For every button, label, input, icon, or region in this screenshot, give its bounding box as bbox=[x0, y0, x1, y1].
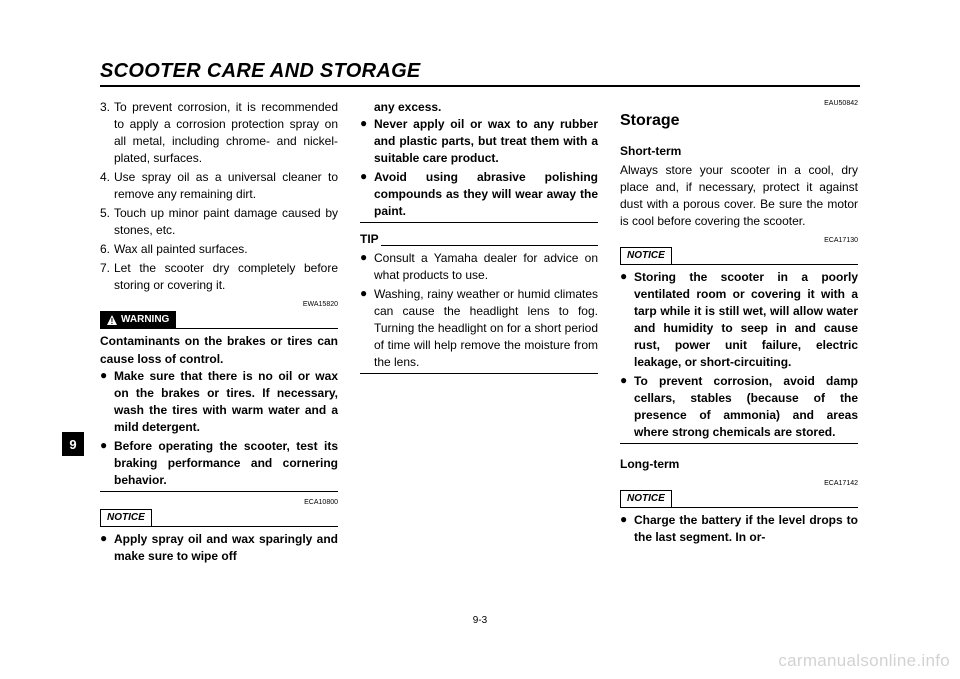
divider bbox=[100, 491, 338, 492]
list-text: Charge the battery if the level drops to… bbox=[634, 512, 858, 546]
ref-code: ECA17142 bbox=[620, 479, 858, 489]
ref-code: ECA17130 bbox=[620, 236, 858, 246]
notice-label-row: NOTICE bbox=[100, 509, 338, 527]
notice-label: NOTICE bbox=[100, 509, 152, 527]
list-item: ●Consult a Yamaha dealer for advice on w… bbox=[360, 250, 598, 284]
svg-text:!: ! bbox=[111, 317, 114, 325]
divider bbox=[360, 222, 598, 223]
notice-label-row: NOTICE bbox=[620, 490, 858, 508]
label-rule bbox=[152, 526, 338, 527]
tip-label-row: TIP bbox=[360, 231, 598, 248]
label-rule bbox=[176, 328, 338, 329]
list-item: ●Storing the scooter in a poorly ventila… bbox=[620, 269, 858, 371]
warning-bullets: ●Make sure that there is no oil or wax o… bbox=[100, 368, 338, 489]
list-text: Apply spray oil and wax sparingly and ma… bbox=[114, 531, 338, 565]
numbered-list: 3.To prevent corrosion, it is recommende… bbox=[100, 99, 338, 294]
list-item: ●Make sure that there is no oil or wax o… bbox=[100, 368, 338, 436]
column-3: EAU50842 Storage Short-term Always store… bbox=[620, 99, 858, 567]
notice-bullets: ●Never apply oil or wax to any rubber an… bbox=[360, 116, 598, 220]
list-text: Make sure that there is no oil or wax on… bbox=[114, 368, 338, 436]
column-1: 3.To prevent corrosion, it is recommende… bbox=[100, 99, 338, 567]
section-tab: 9 bbox=[62, 432, 84, 456]
bullet-icon: ● bbox=[620, 373, 634, 441]
warning-label-text: WARNING bbox=[121, 313, 169, 327]
list-text: Consult a Yamaha dealer for advice on wh… bbox=[374, 250, 598, 284]
list-text: Before operating the scooter, test its b… bbox=[114, 438, 338, 489]
column-2: any excess. ●Never apply oil or wax to a… bbox=[360, 99, 598, 567]
label-rule bbox=[381, 245, 598, 246]
divider bbox=[360, 373, 598, 374]
list-item: ●Avoid using abrasive polishing compound… bbox=[360, 169, 598, 220]
list-text: To prevent corrosion, avoid damp cellars… bbox=[634, 373, 858, 441]
ref-code: EWA15820 bbox=[100, 300, 338, 310]
page-heading: SCOOTER CARE AND STORAGE bbox=[100, 60, 860, 87]
continued-text: any excess. bbox=[360, 99, 598, 116]
bullet-icon: ● bbox=[620, 512, 634, 546]
bullet-icon: ● bbox=[100, 531, 114, 565]
warning-triangle-icon: ! bbox=[107, 315, 117, 325]
notice-bullets: ●Storing the scooter in a poorly ventila… bbox=[620, 269, 858, 441]
label-rule bbox=[672, 264, 858, 265]
list-item: 4.Use spray oil as a universal cleaner t… bbox=[100, 169, 338, 203]
label-rule bbox=[672, 507, 858, 508]
warning-label-row: ! WARNING bbox=[100, 311, 338, 329]
bullet-icon: ● bbox=[360, 250, 374, 284]
list-text: Never apply oil or wax to any rubber and… bbox=[374, 116, 598, 167]
manual-page: 9 SCOOTER CARE AND STORAGE 3.To prevent … bbox=[100, 60, 860, 620]
divider bbox=[620, 443, 858, 444]
list-item: ●Washing, rainy weather or humid climate… bbox=[360, 286, 598, 371]
tip-bullets: ●Consult a Yamaha dealer for advice on w… bbox=[360, 250, 598, 371]
bullet-icon: ● bbox=[100, 368, 114, 436]
list-text: Washing, rainy weather or humid climates… bbox=[374, 286, 598, 371]
list-item: 5.Touch up minor paint damage caused by … bbox=[100, 205, 338, 239]
list-item: 6.Wax all painted surfaces. bbox=[100, 241, 338, 258]
content-columns: 3.To prevent corrosion, it is recommende… bbox=[100, 99, 860, 567]
notice-bullets: ●Apply spray oil and wax sparingly and m… bbox=[100, 531, 338, 565]
list-text: Storing the scooter in a poorly ventilat… bbox=[634, 269, 858, 371]
bullet-icon: ● bbox=[100, 438, 114, 489]
short-term-text: Always store your scooter in a cool, dry… bbox=[620, 162, 858, 230]
warning-label: ! WARNING bbox=[100, 311, 176, 329]
ref-code: EAU50842 bbox=[620, 99, 858, 109]
notice-label: NOTICE bbox=[620, 247, 672, 265]
list-item: ●Charge the battery if the level drops t… bbox=[620, 512, 858, 546]
notice-label-row: NOTICE bbox=[620, 247, 858, 265]
list-text: To prevent corrosion, it is recommended … bbox=[114, 99, 338, 167]
list-item: 3.To prevent corrosion, it is recommende… bbox=[100, 99, 338, 167]
storage-heading: Storage bbox=[620, 110, 858, 133]
list-number: 7. bbox=[100, 260, 114, 294]
list-text: Let the scooter dry completely before st… bbox=[114, 260, 338, 294]
list-text: Touch up minor paint damage caused by st… bbox=[114, 205, 338, 239]
short-term-heading: Short-term bbox=[620, 143, 858, 160]
list-text: Wax all painted surfaces. bbox=[114, 241, 338, 258]
bullet-icon: ● bbox=[360, 116, 374, 167]
list-item: ●Before operating the scooter, test its … bbox=[100, 438, 338, 489]
bullet-icon: ● bbox=[360, 286, 374, 371]
list-item: ●Apply spray oil and wax sparingly and m… bbox=[100, 531, 338, 565]
list-number: 3. bbox=[100, 99, 114, 167]
bullet-icon: ● bbox=[620, 269, 634, 371]
list-item: ●To prevent corrosion, avoid damp cellar… bbox=[620, 373, 858, 441]
notice-label: NOTICE bbox=[620, 490, 672, 508]
long-term-heading: Long-term bbox=[620, 456, 858, 473]
list-text: Use spray oil as a universal cleaner to … bbox=[114, 169, 338, 203]
list-number: 4. bbox=[100, 169, 114, 203]
tip-label: TIP bbox=[360, 231, 379, 248]
list-item: ●Never apply oil or wax to any rubber an… bbox=[360, 116, 598, 167]
page-number: 9-3 bbox=[100, 615, 860, 626]
notice-bullets: ●Charge the battery if the level drops t… bbox=[620, 512, 858, 546]
warning-intro: Contaminants on the brakes or tires can … bbox=[100, 333, 338, 367]
bullet-icon: ● bbox=[360, 169, 374, 220]
list-number: 6. bbox=[100, 241, 114, 258]
ref-code: ECA10800 bbox=[100, 498, 338, 508]
list-item: 7.Let the scooter dry completely before … bbox=[100, 260, 338, 294]
list-text: Avoid using abrasive polishing compounds… bbox=[374, 169, 598, 220]
list-number: 5. bbox=[100, 205, 114, 239]
watermark: carmanualsonline.info bbox=[778, 651, 950, 671]
